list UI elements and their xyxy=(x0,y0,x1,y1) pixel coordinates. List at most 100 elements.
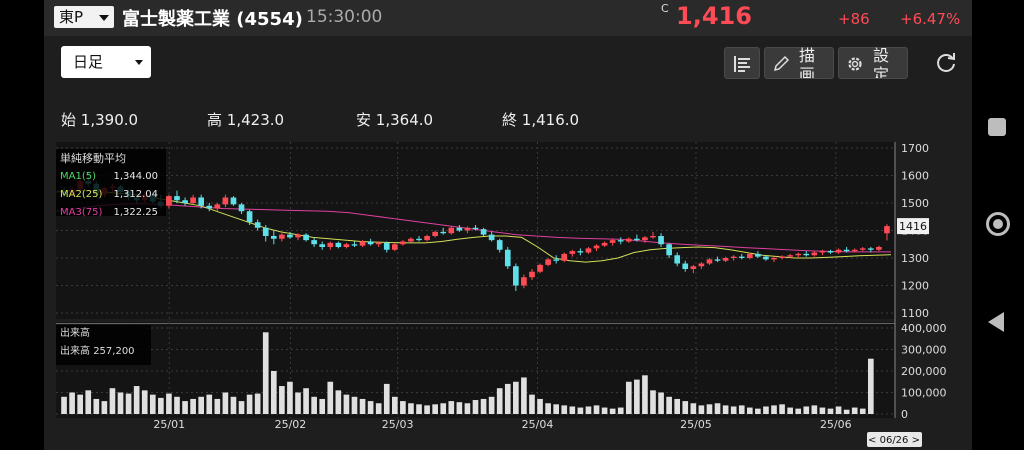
volume-bar xyxy=(585,406,592,414)
home-button[interactable] xyxy=(986,212,1010,236)
ma2-value: 1,312.04 xyxy=(113,189,158,200)
volume-bar xyxy=(722,405,729,414)
volume-bar xyxy=(827,408,834,414)
quote-time: 15:30:00 xyxy=(306,7,383,27)
candle-body xyxy=(440,231,447,234)
candle-body xyxy=(666,244,672,256)
price-change-percent: +6.47% xyxy=(900,10,961,28)
volume-bar xyxy=(529,394,535,414)
candle-body xyxy=(730,256,737,258)
candle-body xyxy=(529,271,535,278)
volume-bar xyxy=(456,402,463,414)
candle-body xyxy=(367,241,374,245)
volume-bar xyxy=(149,394,156,414)
settings-button[interactable]: 設定 xyxy=(838,46,908,79)
candle-body xyxy=(496,240,503,250)
volume-bar xyxy=(238,401,245,414)
x-tick-label: 25/06 xyxy=(820,418,852,431)
candle-body xyxy=(214,204,221,209)
volume-bar xyxy=(448,401,455,414)
candle-body xyxy=(561,253,568,261)
volume-bar xyxy=(488,396,495,414)
candle-body xyxy=(642,237,648,241)
candle-body xyxy=(279,234,285,239)
header-bar: 東P 富士製薬工業 (4554) 15:30:00 C 1,416 +86 +6… xyxy=(44,0,972,36)
volume-bar xyxy=(504,383,511,414)
close-value: 1,416.0 xyxy=(521,111,580,129)
candle-body xyxy=(537,264,543,272)
candle-body xyxy=(456,227,463,231)
volume-bar xyxy=(561,405,568,414)
x-tick-label: 25/05 xyxy=(680,418,712,431)
volume-bar xyxy=(279,386,285,414)
candle-body xyxy=(464,227,471,231)
candle-body xyxy=(287,234,293,238)
candle-body xyxy=(755,253,761,257)
volume-bar xyxy=(351,396,358,414)
ma1-label: MA1(5) xyxy=(60,171,96,182)
volume-bar xyxy=(763,406,769,414)
price-chart[interactable]: 1700160015001400130012001100400,000300,0… xyxy=(44,0,972,450)
volume-bar xyxy=(190,398,196,414)
market-dropdown[interactable]: 東P xyxy=(54,6,114,28)
volume-bar xyxy=(254,393,261,414)
cursor-date-box xyxy=(867,432,922,447)
period-dropdown[interactable]: 日足 xyxy=(61,46,151,78)
volume-bar xyxy=(69,392,75,414)
candle-body xyxy=(714,259,721,261)
period-label: 日足 xyxy=(73,53,104,71)
volume-bar xyxy=(198,396,205,414)
candle-body xyxy=(230,197,237,205)
candle-body xyxy=(254,222,261,228)
volume-tick-label: 100,000 xyxy=(901,387,947,400)
candle-body xyxy=(682,263,689,269)
volume-bar xyxy=(706,404,713,414)
chart-app: 東P 富士製薬工業 (4554) 15:30:00 C 1,416 +86 +6… xyxy=(44,0,972,450)
draw-label: 描画 xyxy=(799,46,816,78)
back-button[interactable] xyxy=(988,312,1004,332)
open-label: 始 xyxy=(61,111,77,129)
volume-bar xyxy=(440,403,447,414)
candle-body xyxy=(416,238,422,241)
candle-body xyxy=(787,255,793,257)
x-tick-label: 25/01 xyxy=(153,418,185,431)
volume-bar xyxy=(553,404,560,414)
recent-apps-button[interactable] xyxy=(988,118,1006,136)
volume-bar xyxy=(714,403,721,414)
volume-bar xyxy=(85,390,92,414)
price-tick-label: 1300 xyxy=(901,252,929,265)
candle-body xyxy=(859,248,866,250)
volume-bar xyxy=(383,383,390,414)
volume-bar xyxy=(779,404,785,414)
candle-body xyxy=(166,196,172,206)
indicator-list-button[interactable] xyxy=(724,47,760,79)
candle-body xyxy=(779,256,785,258)
draw-button[interactable]: 描画 xyxy=(764,46,834,79)
candle-body xyxy=(295,234,301,238)
volume-bar xyxy=(359,398,366,414)
volume-bar xyxy=(335,390,342,414)
candle-body xyxy=(868,248,874,250)
candle-body xyxy=(698,263,705,267)
candle-body xyxy=(690,266,697,269)
volume-tick-label: 300,000 xyxy=(901,344,947,357)
volume-bar xyxy=(262,332,269,414)
volume-bar xyxy=(496,388,503,414)
candle-body xyxy=(803,253,810,256)
volume-bar xyxy=(666,396,672,414)
volume-bar xyxy=(214,398,221,414)
candle-body xyxy=(182,200,188,203)
x-tick-label: 25/03 xyxy=(382,418,414,431)
volume-bar xyxy=(230,396,237,414)
candle-body xyxy=(262,227,269,236)
volume-legend-title: 出来高 xyxy=(60,328,90,339)
volume-bar xyxy=(117,392,124,414)
volume-bar xyxy=(601,407,608,414)
candle-body xyxy=(246,211,253,223)
gear-icon xyxy=(848,57,862,71)
candle-body xyxy=(270,236,277,239)
refresh-icon[interactable] xyxy=(934,51,958,75)
candle-body xyxy=(335,242,342,247)
candle-body xyxy=(504,249,511,267)
candle-body xyxy=(545,259,551,265)
